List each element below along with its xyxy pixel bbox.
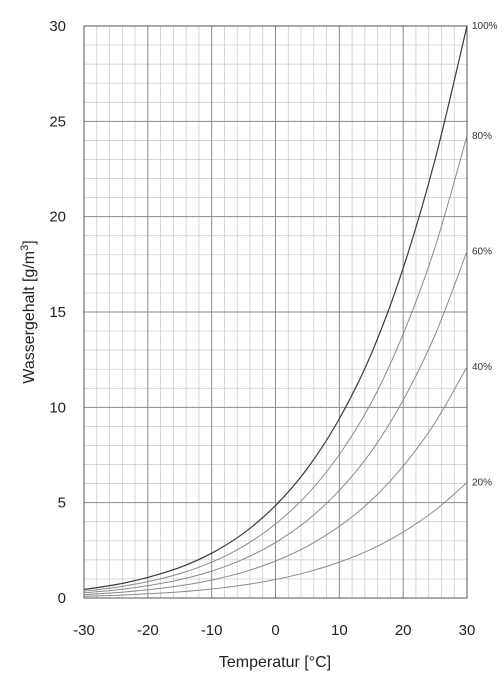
major-gridlines [83,25,468,599]
curve-label-20pct: 20% [472,477,492,488]
curve-40pct [83,366,468,596]
curve-80pct [83,135,468,592]
x-axis-title: Temperatur [°C] [219,654,331,671]
x-tick-label: 10 [331,622,348,639]
curve-label-60pct: 60% [472,246,492,257]
curve-labels: 100% 80% 60% 40% 20% [472,21,498,488]
x-tick-label: 0 [271,622,279,639]
curve-60pct [83,251,468,594]
curve-label-100pct: 100% [472,21,498,32]
y-tick-label: 20 [49,209,66,226]
curves [83,25,468,597]
y-tick-label: 0 [58,590,66,607]
x-tick-label: -20 [137,622,159,639]
curve-label-80pct: 80% [472,131,492,142]
y-axis-title-end: ] [21,240,38,244]
y-axis-title-main: Wassergehalt [g/m [21,251,38,384]
y-tick-label: 5 [58,495,66,512]
x-tick-labels: -30 -20 -10 0 10 20 30 [73,622,475,639]
x-tick-label: 30 [459,622,476,639]
plot-frame [83,25,468,599]
curve-20pct [83,482,468,597]
y-tick-label: 15 [49,304,66,321]
x-tick-label: 20 [395,622,412,639]
x-tick-label: -30 [73,622,95,639]
y-tick-label: 10 [49,399,66,416]
curve-label-40pct: 40% [472,362,492,373]
y-tick-label: 30 [49,18,66,35]
y-axis-title-sup: 3 [19,245,31,251]
y-axis-title: Wassergehalt [g/m3] [19,240,38,383]
y-tick-label: 25 [49,113,66,130]
curve-100pct [83,25,468,591]
x-tick-label: -10 [201,622,223,639]
y-tick-labels: 0 5 10 15 20 25 30 [49,18,66,607]
